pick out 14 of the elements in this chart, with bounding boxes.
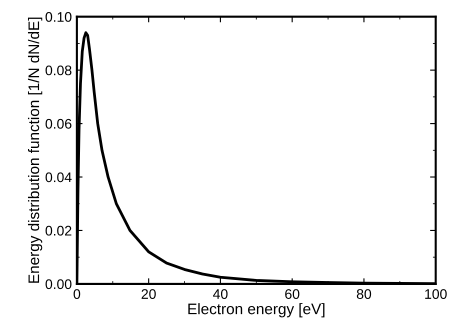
x-tick-label: 80 bbox=[356, 289, 372, 299]
x-tick-label: 0 bbox=[74, 289, 80, 299]
x-tick-label: 60 bbox=[285, 289, 300, 299]
y-tick-label: 0.04 bbox=[46, 172, 72, 182]
y-tick-label: 0.10 bbox=[46, 12, 72, 22]
x-axis-title: Electron energy [eV] bbox=[188, 303, 324, 318]
y-tick-label: 0.00 bbox=[46, 279, 72, 290]
y-tick-label: 0.02 bbox=[46, 226, 72, 236]
x-tick-label: 100 bbox=[425, 289, 447, 299]
y-tick-label: 0.08 bbox=[46, 65, 72, 76]
x-tick-label: 20 bbox=[142, 289, 156, 299]
y-axis-title: Energy distribution function [1/N dN/dE] bbox=[28, 18, 42, 283]
x-tick-label: 40 bbox=[213, 289, 228, 299]
y-tick-label: 0.06 bbox=[46, 118, 72, 129]
